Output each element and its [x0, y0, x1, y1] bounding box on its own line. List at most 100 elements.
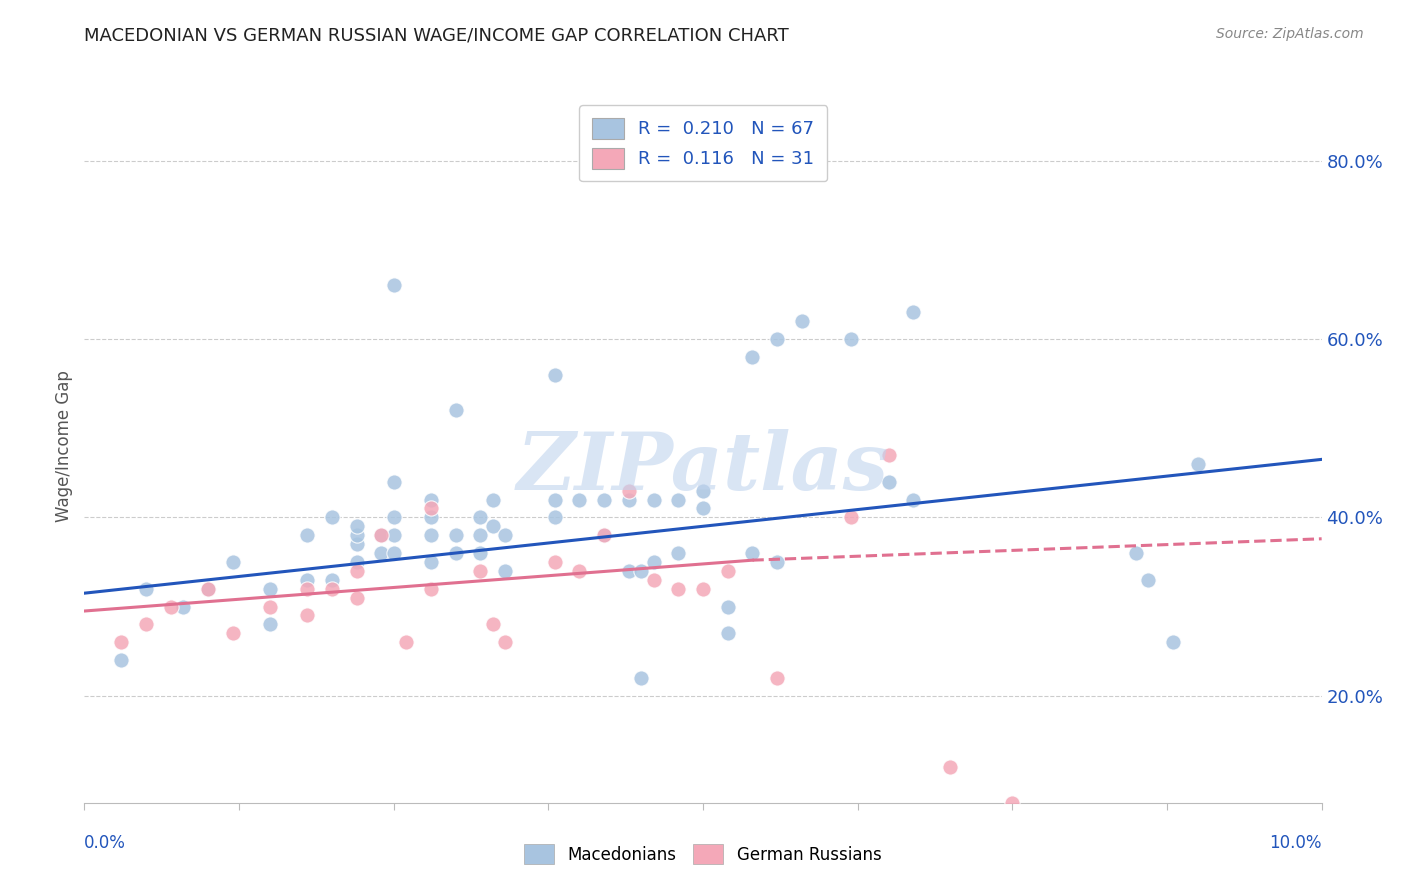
Point	[160, 599, 183, 614]
Point	[717, 599, 740, 614]
Point	[741, 350, 763, 364]
Legend: R =  0.210   N = 67, R =  0.116   N = 31: R = 0.210 N = 67, R = 0.116 N = 31	[579, 105, 827, 181]
Point	[766, 332, 789, 346]
Text: MACEDONIAN VS GERMAN RUSSIAN WAGE/INCOME GAP CORRELATION CHART: MACEDONIAN VS GERMAN RUSSIAN WAGE/INCOME…	[84, 27, 789, 45]
Point	[692, 582, 714, 596]
Point	[630, 564, 652, 578]
Point	[259, 582, 281, 596]
Point	[1161, 635, 1184, 649]
Point	[903, 492, 925, 507]
Point	[382, 546, 405, 560]
Point	[197, 582, 219, 596]
Point	[643, 492, 665, 507]
Point	[197, 582, 219, 596]
Point	[543, 492, 565, 507]
Point	[692, 483, 714, 498]
Point	[766, 555, 789, 569]
Point	[643, 573, 665, 587]
Point	[395, 635, 418, 649]
Point	[382, 528, 405, 542]
Legend: Macedonians, German Russians: Macedonians, German Russians	[517, 838, 889, 871]
Point	[617, 483, 640, 498]
Point	[877, 475, 900, 489]
Point	[470, 546, 492, 560]
Point	[568, 564, 591, 578]
Text: 0.0%: 0.0%	[84, 834, 127, 852]
Point	[346, 591, 368, 605]
Point	[1125, 546, 1147, 560]
Point	[321, 573, 343, 587]
Point	[222, 626, 245, 640]
Point	[346, 519, 368, 533]
Point	[841, 510, 863, 524]
Point	[346, 528, 368, 542]
Point	[135, 582, 157, 596]
Point	[259, 599, 281, 614]
Point	[494, 635, 516, 649]
Point	[593, 528, 616, 542]
Point	[877, 448, 900, 462]
Point	[321, 582, 343, 596]
Point	[346, 555, 368, 569]
Point	[382, 475, 405, 489]
Point	[666, 492, 689, 507]
Point	[481, 519, 503, 533]
Point	[1001, 796, 1024, 810]
Point	[470, 528, 492, 542]
Point	[643, 555, 665, 569]
Point	[172, 599, 194, 614]
Point	[419, 501, 441, 516]
Point	[717, 626, 740, 640]
Text: Source: ZipAtlas.com: Source: ZipAtlas.com	[1216, 27, 1364, 41]
Point	[346, 537, 368, 551]
Point	[481, 492, 503, 507]
Point	[617, 492, 640, 507]
Point	[470, 564, 492, 578]
Point	[470, 510, 492, 524]
Point	[617, 564, 640, 578]
Point	[717, 564, 740, 578]
Point	[568, 492, 591, 507]
Point	[593, 492, 616, 507]
Point	[295, 528, 318, 542]
Point	[382, 278, 405, 293]
Point	[666, 582, 689, 596]
Point	[692, 501, 714, 516]
Point	[295, 608, 318, 623]
Point	[444, 546, 467, 560]
Point	[135, 617, 157, 632]
Point	[419, 492, 441, 507]
Point	[419, 555, 441, 569]
Point	[259, 617, 281, 632]
Point	[494, 564, 516, 578]
Point	[481, 617, 503, 632]
Point	[1137, 573, 1160, 587]
Y-axis label: Wage/Income Gap: Wage/Income Gap	[55, 370, 73, 522]
Point	[382, 510, 405, 524]
Point	[110, 635, 132, 649]
Point	[321, 510, 343, 524]
Point	[741, 546, 763, 560]
Point	[444, 528, 467, 542]
Point	[593, 528, 616, 542]
Point	[346, 564, 368, 578]
Text: 10.0%: 10.0%	[1270, 834, 1322, 852]
Point	[419, 528, 441, 542]
Point	[110, 653, 132, 667]
Point	[939, 760, 962, 774]
Point	[295, 582, 318, 596]
Point	[903, 305, 925, 319]
Point	[630, 671, 652, 685]
Point	[370, 528, 392, 542]
Point	[1187, 457, 1209, 471]
Point	[841, 332, 863, 346]
Point	[370, 528, 392, 542]
Point	[543, 555, 565, 569]
Point	[666, 546, 689, 560]
Point	[543, 368, 565, 382]
Point	[543, 510, 565, 524]
Point	[444, 403, 467, 417]
Point	[419, 582, 441, 596]
Point	[370, 546, 392, 560]
Point	[790, 314, 813, 328]
